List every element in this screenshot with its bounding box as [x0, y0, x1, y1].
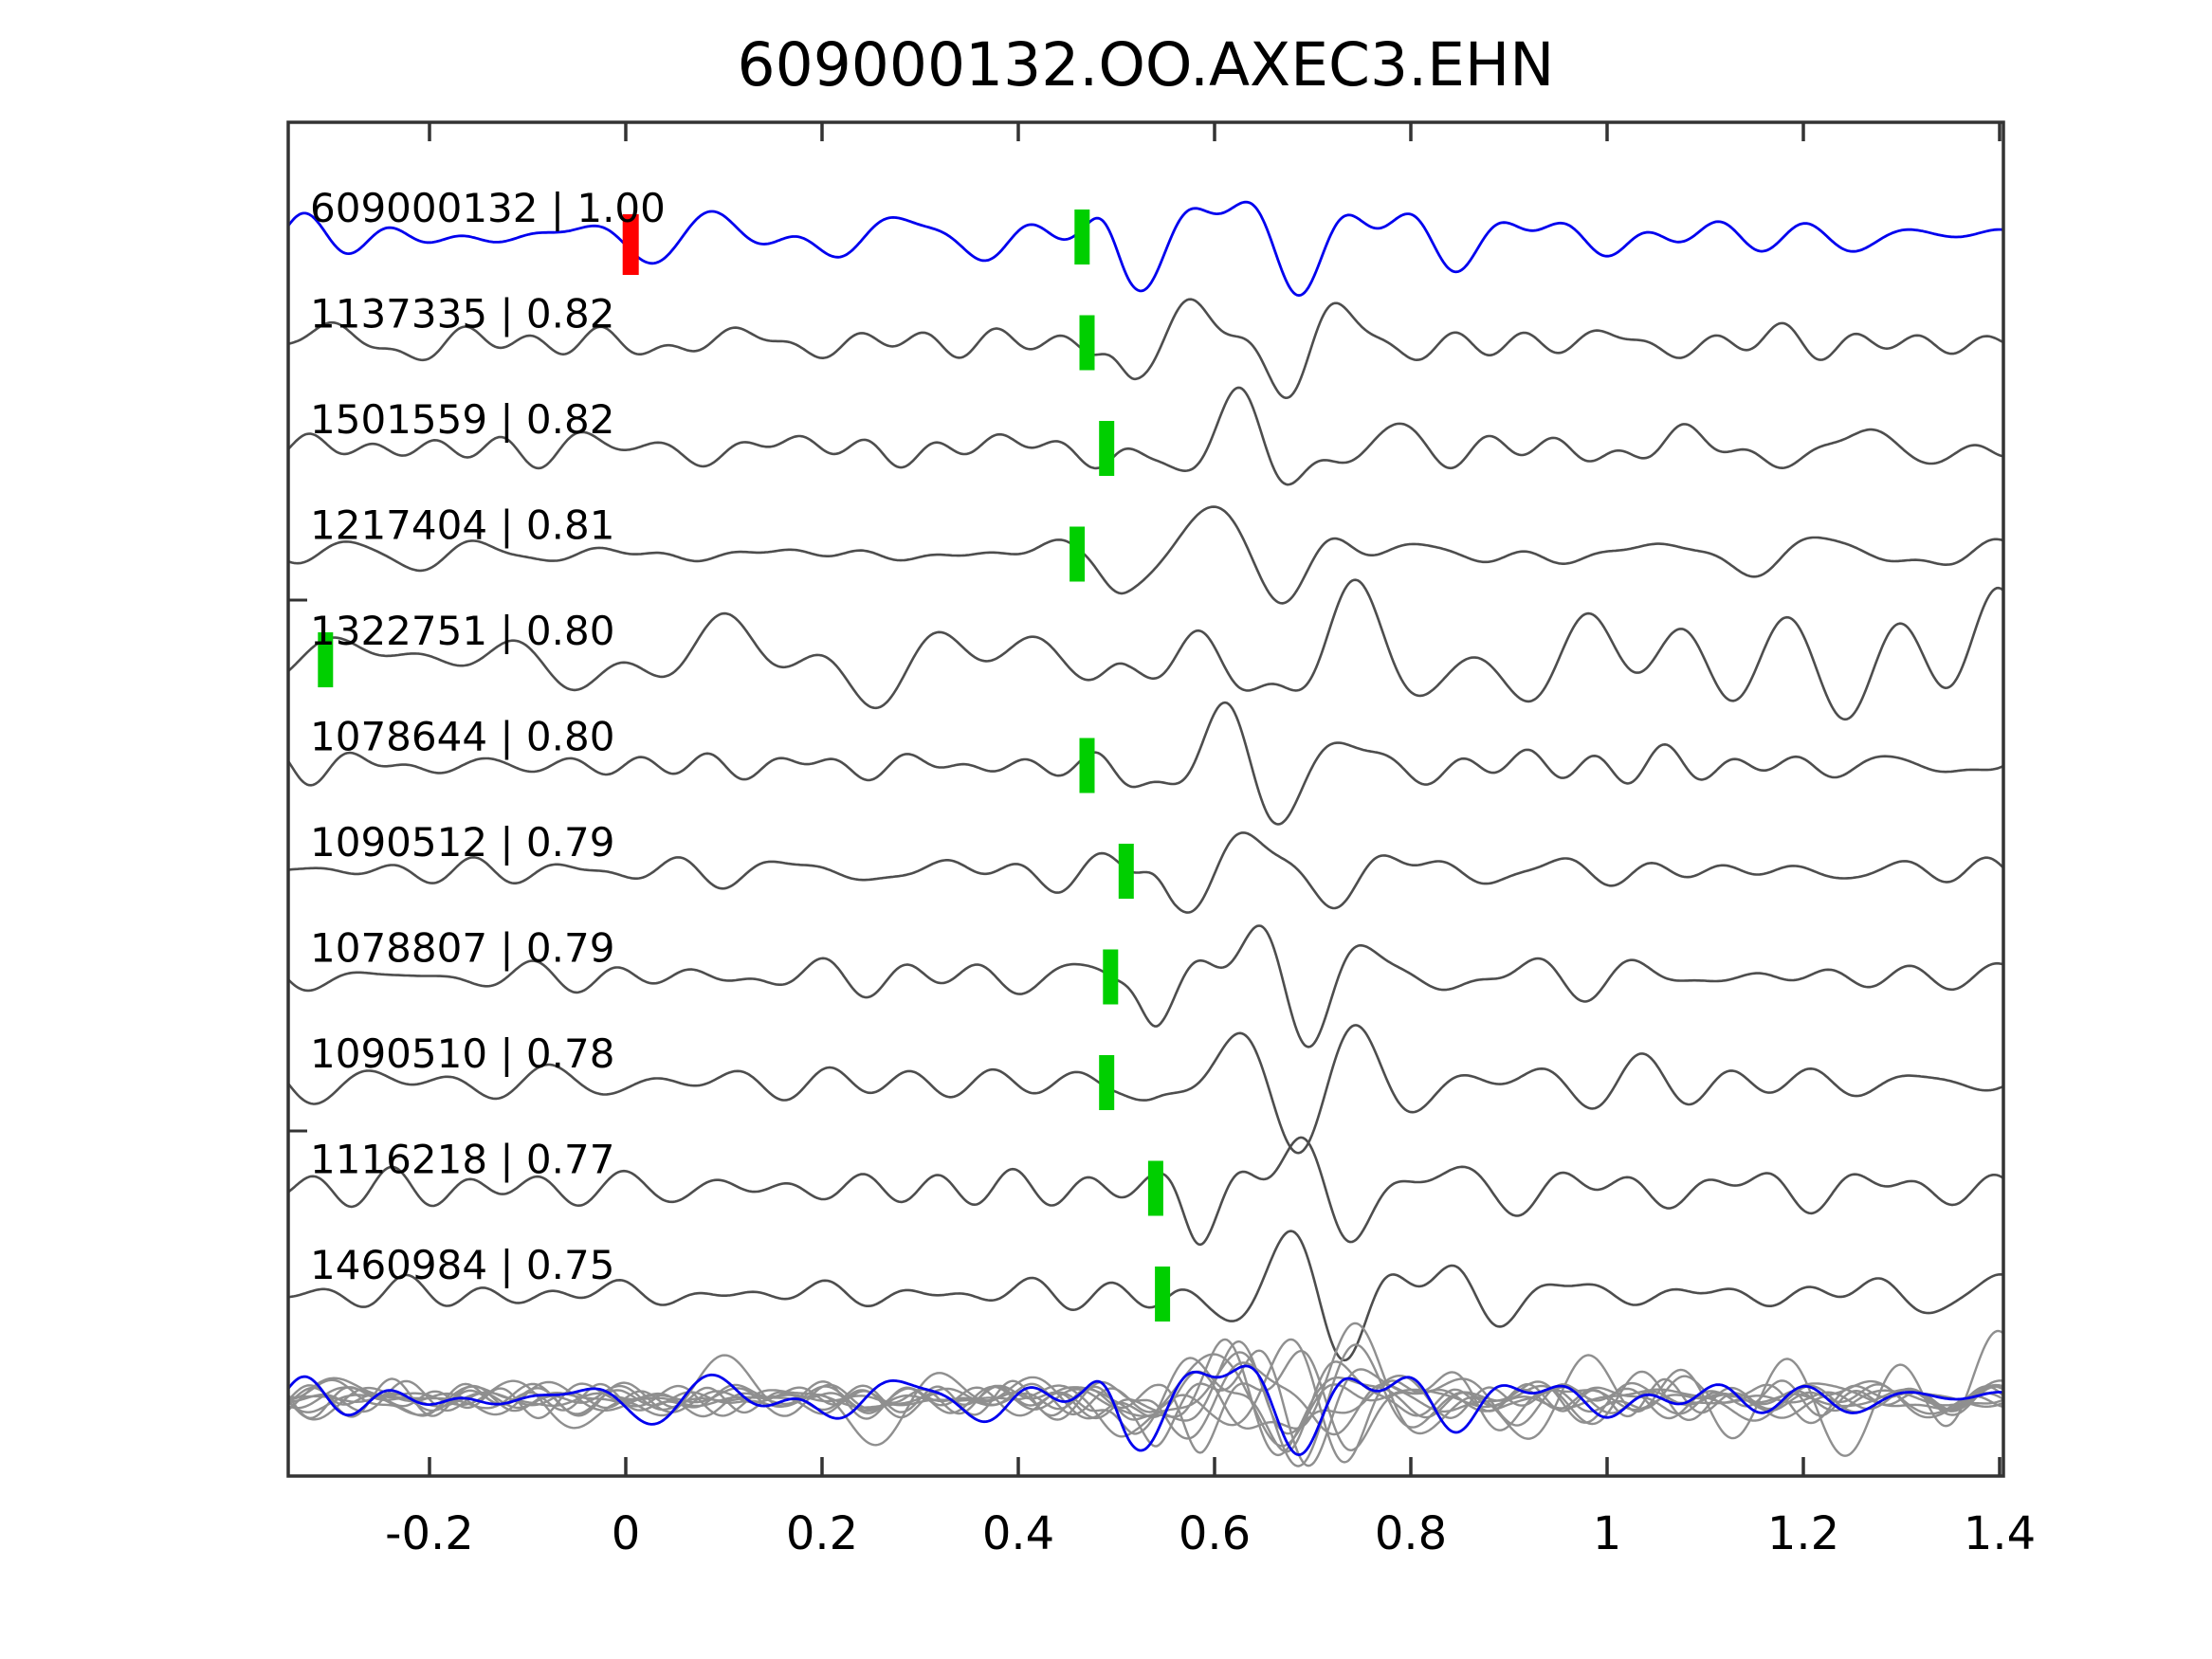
pick-marker — [1079, 738, 1095, 793]
pick-marker — [1069, 526, 1086, 582]
overlay-waveform — [288, 1349, 2003, 1454]
trace-label: 1116218 | 0.77 — [310, 1137, 614, 1183]
x-tick-label: 1.2 — [1767, 1507, 1839, 1560]
pick-marker — [1074, 210, 1090, 264]
x-tick-label: 1.4 — [1964, 1507, 2036, 1560]
trace-waveform — [288, 578, 2003, 721]
trace-label: 1137335 | 0.82 — [310, 291, 614, 337]
trace-label: 1078644 | 0.80 — [310, 714, 614, 760]
plot-frame — [286, 120, 2005, 1478]
plot-content — [288, 200, 2003, 1468]
x-tick-label: 0.6 — [1179, 1507, 1251, 1560]
trace-label: 1090510 | 0.78 — [310, 1030, 614, 1077]
trace-label: 1217404 | 0.81 — [310, 502, 614, 549]
trace-label: 1322751 | 0.80 — [310, 608, 614, 654]
pick-marker — [318, 632, 334, 687]
pick-marker — [1118, 844, 1134, 899]
trace-waveform — [288, 831, 2003, 914]
x-tick-label: 0 — [612, 1507, 641, 1560]
trace-waveform — [288, 1230, 2003, 1362]
trace-label: 1078807 | 0.79 — [310, 925, 614, 972]
pick-marker — [1099, 1055, 1115, 1110]
pick-marker — [1155, 1267, 1171, 1322]
trace-waveform — [288, 386, 2003, 486]
trace-label: 1460984 | 0.75 — [310, 1242, 614, 1288]
template-trace-waveform — [288, 200, 2003, 297]
x-tick-label: 0.4 — [982, 1507, 1054, 1560]
x-tick-label: 0.8 — [1375, 1507, 1447, 1560]
overlay-waveform — [288, 1338, 2003, 1464]
pick-marker — [1103, 949, 1119, 1005]
trace-waveform — [288, 298, 2003, 399]
pick-marker — [1147, 1160, 1163, 1216]
trace-label: 609000132 | 1.00 — [310, 185, 666, 231]
plot-title: 609000132.OO.AXEC3.EHN — [737, 30, 1555, 100]
trace-waveform — [288, 505, 2003, 605]
trace-waveform — [288, 1024, 2003, 1155]
trace-waveform — [288, 924, 2003, 1048]
x-tick-label: 1 — [1593, 1507, 1622, 1560]
trace-label: 1501559 | 0.82 — [310, 396, 614, 443]
x-tick-label: 0.2 — [786, 1507, 858, 1560]
x-tick-label: -0.2 — [385, 1507, 474, 1560]
trace-waveform — [288, 1136, 2003, 1247]
pick-marker — [1099, 421, 1115, 476]
overlay-template-waveform — [288, 1364, 2003, 1456]
pick-marker — [1079, 315, 1095, 371]
trace-label: 1090512 | 0.79 — [310, 819, 614, 866]
trace-waveform — [288, 701, 2003, 826]
template-origin-marker — [622, 214, 639, 275]
